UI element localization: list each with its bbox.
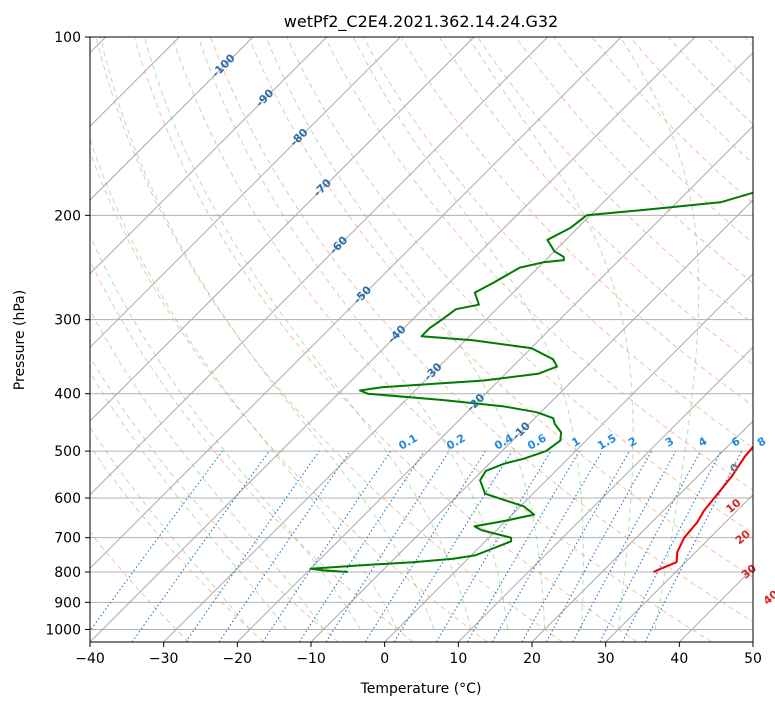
dry-adiabat-line	[286, 37, 753, 534]
dry-adiabat-label: 40	[761, 588, 775, 608]
y-tick-label: 500	[54, 444, 81, 460]
moist-adiabat-line	[352, 37, 584, 630]
y-tick-label: 300	[54, 313, 81, 329]
dry-adiabat-line	[90, 531, 190, 642]
sounding-profiles	[309, 191, 753, 573]
x-tick-label: −10	[296, 651, 326, 667]
dry-adiabat-line	[210, 37, 753, 623]
mixing-ratio-line	[325, 450, 450, 642]
mixing-ratio-line	[364, 450, 486, 642]
isotherm-line	[90, 37, 622, 570]
isotherm-line	[236, 125, 753, 642]
mixing-ratio-line	[435, 450, 552, 642]
moist-adiabat-line	[90, 234, 361, 630]
x-tick-label: −20	[223, 651, 253, 667]
isotherm-line	[752, 641, 753, 642]
mixing-ratio-line	[545, 450, 653, 642]
dry-adiabat-line	[248, 37, 753, 578]
mixing-ratio-label: 8	[755, 435, 768, 450]
isotherm-line	[90, 37, 401, 349]
plot-area	[90, 37, 753, 642]
x-tick-label: 10	[449, 651, 467, 667]
x-tick-label: −30	[149, 651, 179, 667]
x-tick-label: 50	[744, 651, 762, 667]
mixing-ratio-label: 10	[774, 432, 775, 451]
y-tick-label: 700	[54, 531, 81, 547]
chart-title: wetPf2_C2E4.2021.362.14.24.G32	[284, 12, 558, 32]
y-tick-label: 100	[54, 30, 81, 46]
plot-frame	[89, 36, 754, 643]
moist-adiabat-line	[90, 426, 251, 630]
x-tick-label: 20	[523, 651, 541, 667]
mixing-ratio-line	[393, 450, 513, 642]
moist-adiabat-line	[468, 37, 634, 630]
y-tick-label: 900	[54, 595, 81, 611]
dry-adiabat-line	[133, 37, 638, 642]
dry-adiabat-line	[90, 356, 339, 642]
x-tick-label: −40	[75, 651, 105, 667]
isotherm-line	[384, 272, 753, 642]
dry-adiabat-line	[438, 37, 753, 366]
x-axis-title: Temperature (°C)	[360, 681, 482, 697]
y-tick-label: 200	[54, 208, 81, 224]
mixing-ratio-line	[467, 450, 580, 642]
x-tick-label: 30	[597, 651, 615, 667]
moist-adiabat-line	[197, 37, 509, 630]
background-lines	[90, 37, 753, 642]
isotherm-line	[90, 37, 254, 201]
y-tick-label: 800	[54, 565, 81, 581]
x-tick-label: 40	[670, 651, 688, 667]
dry-adiabat-line	[95, 37, 563, 642]
x-tick-label: 0	[380, 651, 389, 667]
isotherm-line	[531, 420, 753, 642]
isotherm-line	[90, 37, 696, 642]
moist-adiabat-line	[100, 37, 435, 630]
dry-adiabat-line	[400, 37, 753, 407]
isotherm-line	[457, 346, 753, 642]
dewpoint-profile	[309, 191, 753, 573]
y-tick-label: 600	[54, 491, 81, 507]
mixing-ratio-line	[572, 450, 677, 642]
isotherm-line	[90, 37, 475, 422]
moist-adiabat-line	[90, 371, 288, 630]
moist-adiabat-line	[265, 37, 546, 630]
axis-ticks: −40 −30 −20 −10 0 10 20 30 40 50 1000 900 800 700 600 5…	[45, 30, 762, 667]
y-tick-label: 1000	[45, 622, 81, 638]
moist-adiabat-line	[90, 137, 398, 630]
mixing-ratio-line	[218, 450, 351, 642]
temperature-profile	[653, 445, 753, 573]
dry-adiabat-line	[324, 37, 753, 491]
isotherm-line	[605, 493, 753, 642]
y-axis-title: Pressure (hPa)	[12, 290, 28, 390]
mixing-ratio-line	[491, 450, 603, 642]
moist-adiabat-line	[620, 37, 700, 630]
dry-adiabat-line	[362, 37, 753, 449]
mixing-ratio-line	[185, 450, 320, 642]
mixing-ratio-line	[131, 450, 270, 642]
isotherm-line	[90, 37, 549, 496]
isotherm-line	[90, 37, 328, 275]
y-tick-label: 400	[54, 387, 81, 403]
mixing-ratio-line	[521, 450, 630, 642]
